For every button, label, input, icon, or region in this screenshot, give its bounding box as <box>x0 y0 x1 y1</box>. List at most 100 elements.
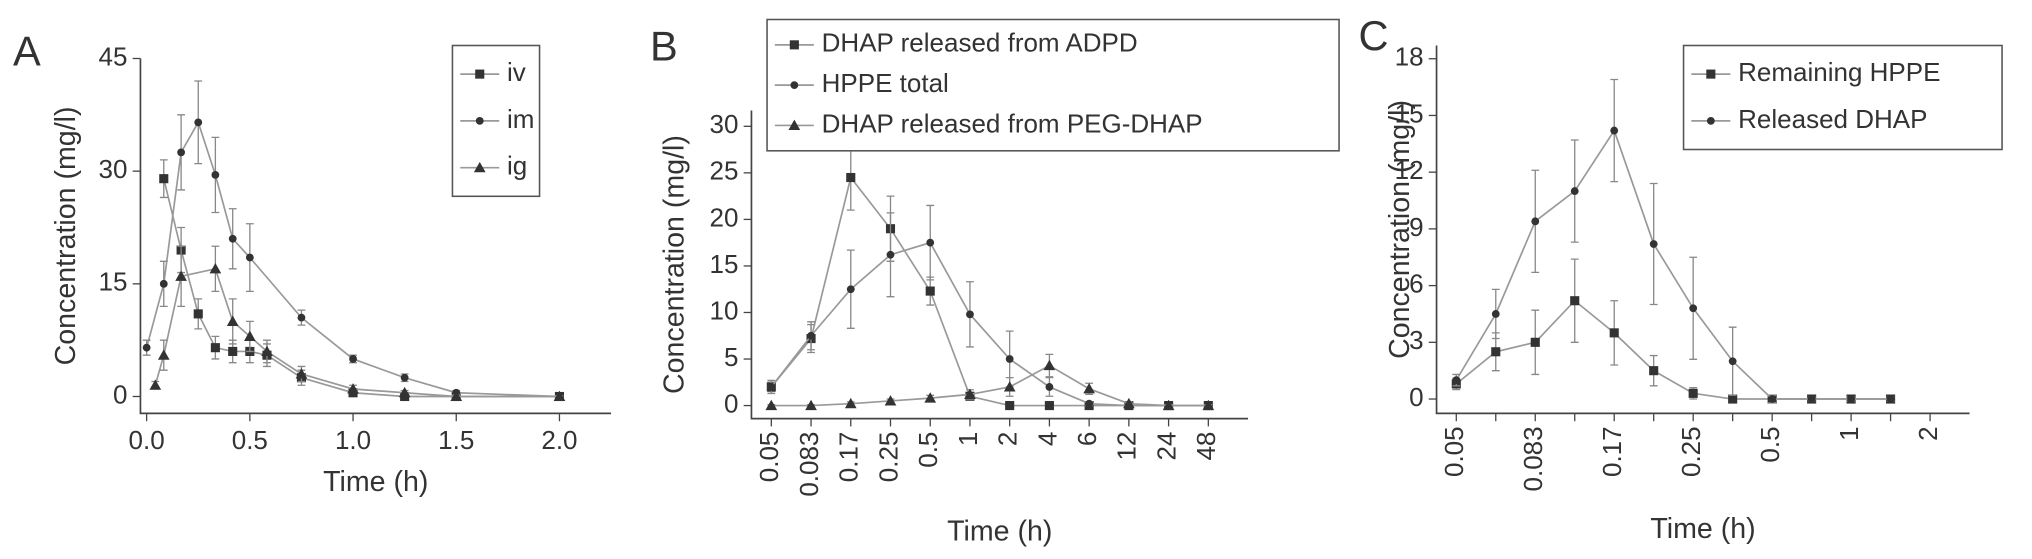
x-tick-label: 0.25 <box>873 432 903 483</box>
marker <box>211 171 220 179</box>
y-tick-label: 3 <box>1409 325 1423 355</box>
marker <box>1768 395 1777 403</box>
x-tick-label: 0.05 <box>1439 426 1469 477</box>
y-tick-label: 45 <box>99 41 128 71</box>
marker <box>1123 397 1135 409</box>
marker <box>1649 366 1659 376</box>
marker <box>243 330 256 341</box>
marker <box>1044 401 1054 411</box>
y-tick-label: 5 <box>724 342 738 372</box>
marker <box>805 399 817 411</box>
x-tick-label: 0.5 <box>1755 426 1785 462</box>
x-axis-label: Time (h) <box>323 466 428 498</box>
x-tick-label: 12 <box>1112 432 1142 461</box>
y-tick-label: 15 <box>710 249 739 279</box>
panel-letter: A <box>13 28 41 75</box>
y-axis-label: Concentration (mg/l) <box>659 135 691 394</box>
marker <box>1005 401 1015 411</box>
marker <box>347 383 359 394</box>
legend-marker <box>789 40 799 50</box>
marker <box>1570 187 1579 195</box>
x-tick-label: 0.0 <box>129 425 165 455</box>
legend-label: Remaining HPPE <box>1738 57 1940 87</box>
marker <box>1162 399 1175 411</box>
y-tick-label: 0 <box>724 388 738 418</box>
marker <box>245 253 254 262</box>
legend-label: ig <box>507 151 527 181</box>
marker <box>209 262 222 274</box>
y-tick-label: 10 <box>710 295 739 325</box>
marker <box>767 383 776 391</box>
x-tick-label: 6 <box>1072 432 1102 446</box>
legend-label: DHAP released from PEG-DHAP <box>822 108 1203 138</box>
series-line <box>145 120 560 398</box>
marker <box>1043 359 1056 371</box>
series-line <box>162 178 560 398</box>
series <box>142 80 564 401</box>
series-line <box>1455 128 1891 400</box>
series <box>1451 258 1896 404</box>
marker <box>450 390 463 402</box>
series-line <box>154 267 560 398</box>
marker <box>210 343 220 353</box>
x-axis-label: Time (h) <box>947 516 1052 548</box>
legend-marker <box>475 117 484 125</box>
legend-label: HPPE total <box>822 68 949 98</box>
y-tick-label: 15 <box>99 267 128 297</box>
marker <box>149 379 162 390</box>
x-tick-label: 0.083 <box>1518 426 1548 491</box>
series <box>767 204 1213 410</box>
y-tick-label: 20 <box>710 202 739 232</box>
series <box>766 144 1213 411</box>
legend-label: iv <box>507 57 526 87</box>
marker <box>1202 399 1215 411</box>
marker <box>924 392 937 403</box>
axis-frame <box>139 58 612 415</box>
y-tick-label: 18 <box>1395 42 1424 72</box>
marker <box>194 118 203 127</box>
marker <box>926 238 935 247</box>
legend-label: Released DHAP <box>1738 104 1927 134</box>
legend-marker <box>1706 69 1716 79</box>
x-tick-label: 1 <box>953 432 983 446</box>
marker <box>1570 296 1580 306</box>
marker <box>1886 395 1895 403</box>
marker <box>1045 383 1054 391</box>
x-axis-label: Time (h) <box>1650 513 1755 545</box>
marker <box>966 310 974 319</box>
marker <box>1085 399 1094 408</box>
marker <box>400 373 409 382</box>
panel-letter: B <box>650 22 678 69</box>
y-tick-label: 9 <box>1409 212 1423 242</box>
x-tick-label: 2 <box>993 432 1023 446</box>
y-tick-label: 30 <box>710 109 739 139</box>
marker <box>553 390 566 402</box>
axis-frame <box>1435 45 1970 415</box>
y-tick-label: 15 <box>1395 98 1424 128</box>
series-line <box>770 241 1209 407</box>
x-tick-label: 0.083 <box>794 432 824 497</box>
marker <box>1610 126 1619 135</box>
legend-marker <box>475 69 485 79</box>
x-tick-label: 24 <box>1151 432 1181 461</box>
marker <box>226 315 239 326</box>
marker <box>964 388 976 399</box>
marker <box>1003 381 1016 392</box>
x-tick-label: 0.25 <box>1676 426 1706 477</box>
marker <box>807 331 815 340</box>
marker <box>1807 395 1816 403</box>
legend-marker <box>788 119 801 130</box>
marker <box>1728 394 1738 404</box>
marker <box>886 250 895 259</box>
marker <box>1688 388 1698 398</box>
series <box>1452 78 1895 404</box>
x-tick-label: 1 <box>1834 426 1864 440</box>
marker <box>349 355 357 363</box>
series-line <box>1455 299 1891 400</box>
marker <box>1649 240 1658 248</box>
x-tick-label: 48 <box>1191 432 1221 461</box>
y-tick-label: 12 <box>1395 155 1424 185</box>
legend-marker <box>790 81 799 90</box>
marker <box>925 286 935 296</box>
